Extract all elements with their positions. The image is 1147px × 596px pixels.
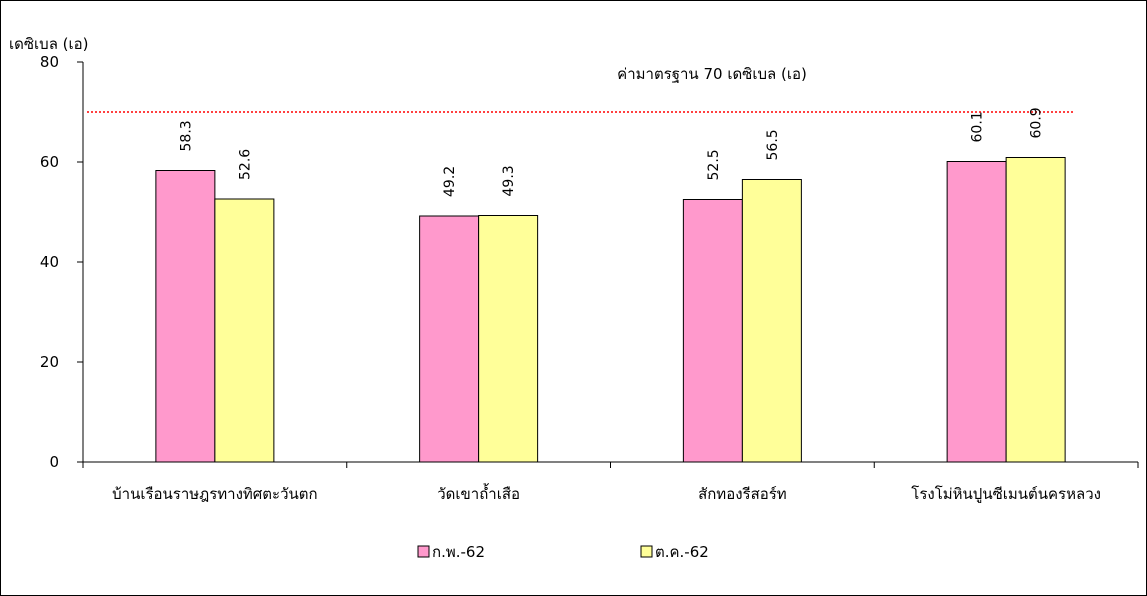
bar: [682, 199, 743, 463]
y-tick-label: 60: [40, 153, 59, 171]
data-label: 60.1: [970, 111, 986, 142]
y-tick-label: 40: [40, 253, 59, 271]
bar: [419, 215, 480, 463]
axes: 0 20 40 60 80 บ้านเรือนราษฎรทางทิศตะวันตก วัดเ…: [40, 53, 1139, 503]
legend-swatch: [417, 545, 430, 558]
legend-label: ต.ค.-62: [655, 543, 709, 561]
data-label: 60.9: [1029, 107, 1045, 138]
data-label: 58.3: [178, 120, 194, 151]
y-axis-title: เดซิเบล (เอ): [9, 35, 89, 53]
data-label: 52.6: [237, 149, 253, 180]
bar: [741, 179, 802, 463]
bars: [155, 157, 1066, 463]
data-label: 49.3: [501, 165, 517, 196]
legend: ก.พ.-62 ต.ค.-62: [417, 543, 709, 561]
reference-line-label: ค่ามาตรฐาน 70 เดซิเบล (เอ): [617, 65, 807, 83]
data-labels: 58.3 52.6 49.2 49.3 52.5 56.5 60.1 60.9: [178, 107, 1044, 197]
y-tick-label: 80: [40, 53, 59, 71]
data-label: 52.5: [706, 149, 722, 180]
bar: [1005, 157, 1066, 463]
legend-label: ก.พ.-62: [432, 543, 485, 561]
bar: [478, 215, 539, 463]
y-tick-label: 0: [49, 453, 59, 471]
data-label: 56.5: [765, 129, 781, 160]
bar: [946, 161, 1007, 463]
y-tick-label: 20: [40, 353, 59, 371]
legend-swatch: [640, 545, 653, 558]
x-category-label: โรงโม่หินปูนซีเมนต์นครหลวง: [911, 485, 1101, 503]
x-category-label: วัดเขาถ้ำเสือ: [437, 483, 520, 503]
bar: [214, 198, 275, 463]
x-category-label: สักทองรีสอร์ท: [698, 485, 787, 503]
data-label: 49.2: [442, 166, 458, 197]
x-category-label: บ้านเรือนราษฎรทางทิศตะวันตก: [112, 485, 317, 503]
bar: [155, 170, 216, 463]
